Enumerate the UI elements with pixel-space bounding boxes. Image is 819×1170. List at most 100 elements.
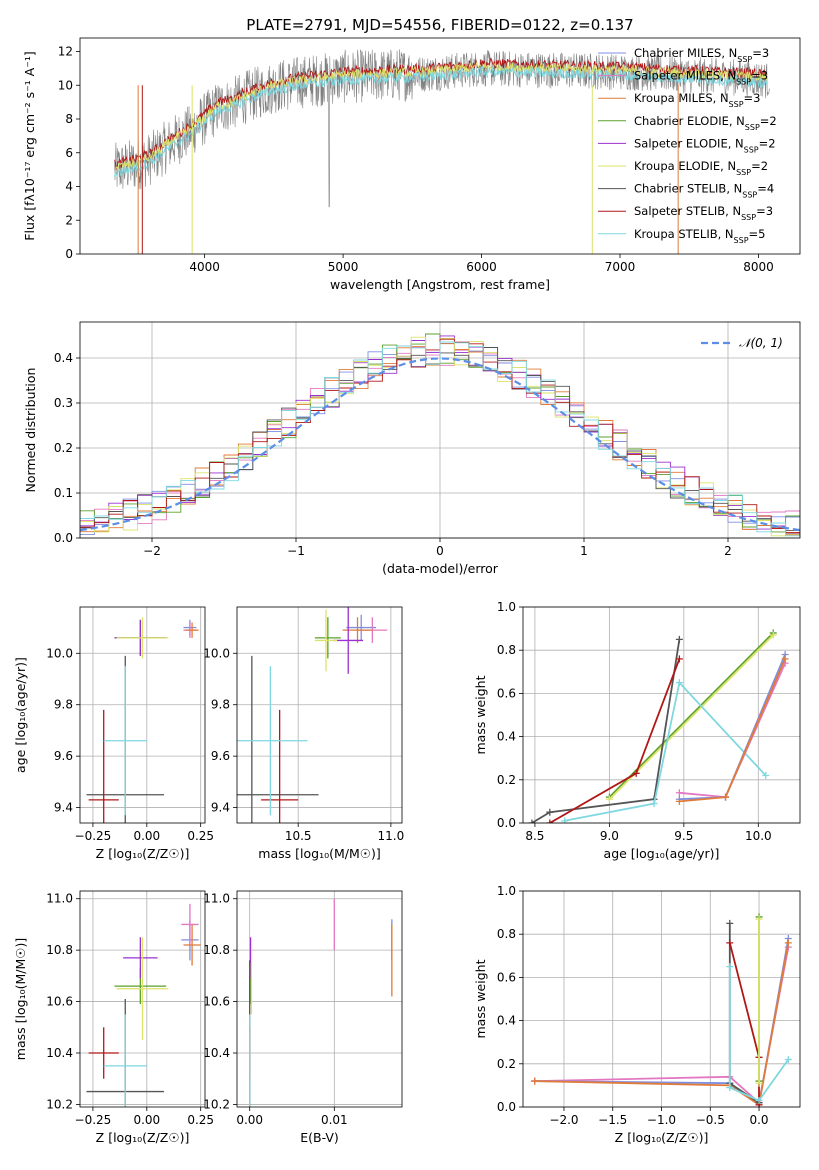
histograms — [80, 333, 800, 538]
model-spectrum-kroupa_stelib — [114, 64, 768, 177]
y-tick-label: 0.1 — [54, 486, 73, 500]
weight-marker — [650, 800, 658, 808]
y-axis-label: Flux [fλ10⁻¹⁷ erg cm⁻² s⁻¹ A⁻¹] — [22, 51, 37, 240]
errorbar-kroupa_elodie — [116, 937, 169, 1041]
errorbar-salpeter_elodie — [333, 607, 364, 674]
y-tick-label: 10.4 — [46, 1046, 73, 1060]
axes-frame — [79, 606, 206, 824]
y-tick-label: 10.0 — [46, 646, 73, 660]
weight-marker — [755, 1097, 763, 1105]
errorbar-kroupa_miles — [183, 924, 201, 966]
weight-marker — [561, 817, 569, 823]
model-spectrum-kroupa_elodie — [114, 61, 768, 173]
y-tick-label: 0.6 — [497, 970, 516, 984]
weight-marker — [769, 631, 777, 639]
y-tick-label: 6 — [65, 146, 73, 160]
x-axis-label: Z [log₁₀(Z/Z☉)] — [615, 1130, 709, 1145]
x-axis-label: E(B-V) — [300, 1130, 339, 1145]
weight-marker — [531, 1077, 539, 1085]
y-tick-label: 0.3 — [54, 396, 73, 410]
panel-age_vs_mass: 10.5 11.0 9.4 9.6 9.8 10.0 mass [log₁₀(M/M☉)] — [203, 606, 405, 861]
y-tick-label: 9.8 — [211, 698, 230, 712]
x-tick-label: 6000 — [466, 260, 497, 274]
y-tick-label: 9.4 — [54, 801, 73, 815]
y-tick-label: 10 — [58, 78, 73, 92]
y-tick-label: 10.8 — [203, 943, 230, 957]
errorbars — [86, 617, 199, 823]
panel-mass_weight_vs_Z: −2.0 −1.5 −1.0 −0.5 0.0 0.0 0.2 0.4 0.6 0.8 1.0 Z [… — [473, 884, 801, 1145]
y-tick-label: 0.2 — [497, 773, 516, 787]
errorbar-salpeter_stelib — [261, 709, 299, 823]
x-tick-label: 0.25 — [187, 1113, 214, 1127]
errorbar-chabrier_miles — [346, 614, 377, 641]
x-tick-label: 8.5 — [525, 829, 544, 843]
legend-label: Salpeter MILES, NSSP=3 — [634, 69, 768, 87]
errorbar-salpeter_miles — [181, 903, 199, 945]
y-tick-label: 0.2 — [497, 1057, 516, 1071]
axes-frame — [236, 606, 403, 824]
panel-mass_vs_ebv: 0.00 0.01 10.2 10.4 10.6 10.8 11.0 E(B-V) — [203, 890, 403, 1145]
y-tick-label: 2 — [65, 213, 73, 227]
axes-frame — [79, 890, 206, 1108]
y-tick-label: 10.0 — [203, 646, 230, 660]
y-axis-label: age [log₁₀(age/yr)] — [13, 657, 28, 773]
y-tick-label: 9.6 — [211, 749, 230, 763]
axes-frame — [236, 890, 403, 1108]
y-tick-label: 0.0 — [497, 1100, 516, 1114]
weight-marker — [755, 915, 763, 923]
errorbar-kroupa_elodie — [116, 617, 169, 659]
x-tick-label: 11.0 — [378, 829, 405, 843]
x-axis-label: mass [log₁₀(M/M☉)] — [258, 846, 380, 861]
y-axis-label: mass weight — [473, 675, 488, 754]
x-axis-label: Z [log₁₀(Z/Z☉)] — [96, 846, 190, 861]
y-tick-label: 0.2 — [54, 441, 73, 455]
x-tick-label: −0.25 — [75, 829, 112, 843]
errorbar-kroupa_stelib — [103, 666, 147, 816]
y-tick-label: 1.0 — [497, 600, 516, 614]
axes-frame — [79, 37, 801, 255]
weight-marker — [726, 919, 734, 927]
x-tick-label: 4000 — [189, 260, 220, 274]
panel-residuals: −2 −1 0 1 2 0.0 0.1 0.2 0.3 0.4 (data-model)/error… — [23, 321, 801, 576]
x-tick-label: −2.0 — [549, 1113, 578, 1127]
panel-mass_weight_vs_age: 8.5 9.0 9.5 10.0 0.0 0.2 0.4 0.6 0.8 1.0 age [log₁… — [473, 600, 801, 861]
errorbar-chabrier_stelib — [237, 655, 319, 823]
model-spectrum-salpeter_stelib — [114, 57, 768, 171]
x-tick-label: 7000 — [605, 260, 636, 274]
weight-marker — [784, 1055, 792, 1063]
legend-label: Salpeter STELIB, NSSP=3 — [634, 204, 773, 222]
y-tick-label: 9.6 — [54, 749, 73, 763]
x-tick-label: 0.25 — [187, 829, 214, 843]
x-tick-label: 9.0 — [600, 829, 619, 843]
weight-marker — [762, 771, 770, 779]
x-tick-label: 0.00 — [133, 1113, 160, 1127]
weight-line-kroupa_stelib — [564, 680, 767, 822]
legend-label: Chabrier MILES, NSSP=3 — [634, 46, 769, 64]
y-axis-label: Normed distribution — [23, 368, 38, 493]
y-tick-label: 0.4 — [497, 730, 516, 744]
y-tick-label: 10.2 — [46, 1097, 73, 1111]
y-axis-label: mass weight — [473, 959, 488, 1038]
figure-title: PLATE=2791, MJD=54556, FIBERID=0122, z=0… — [246, 16, 633, 34]
weight-marker — [546, 808, 554, 816]
errorbars — [86, 903, 201, 1107]
errorbar-kroupa_elodie — [314, 609, 338, 672]
x-axis-label: wavelength [Angstrom, rest frame] — [330, 277, 550, 292]
weight-marker — [726, 939, 734, 947]
errorbar-kroupa_stelib — [103, 1014, 147, 1107]
weight-line-kroupa_stelib — [728, 966, 790, 1102]
x-tick-label: 9.5 — [674, 829, 693, 843]
errorbar-salpeter_elodie — [123, 937, 158, 979]
legend-label: 𝒩(0, 1) — [739, 336, 783, 350]
weight-line-salpeter_miles — [679, 662, 786, 799]
errorbars — [249, 898, 393, 1107]
y-tick-label: 0 — [65, 247, 73, 261]
legend-label: Chabrier ELODIE, NSSP=2 — [634, 114, 777, 132]
x-tick-label: −1 — [287, 544, 305, 558]
weight-marker — [632, 769, 640, 777]
x-tick-label: −1.0 — [647, 1113, 676, 1127]
x-tick-label: 0.00 — [133, 829, 160, 843]
x-tick-label: 10.0 — [745, 829, 772, 843]
y-tick-label: 9.4 — [211, 801, 230, 815]
x-axis-label: Z [log₁₀(Z/Z☉)] — [96, 1130, 190, 1145]
